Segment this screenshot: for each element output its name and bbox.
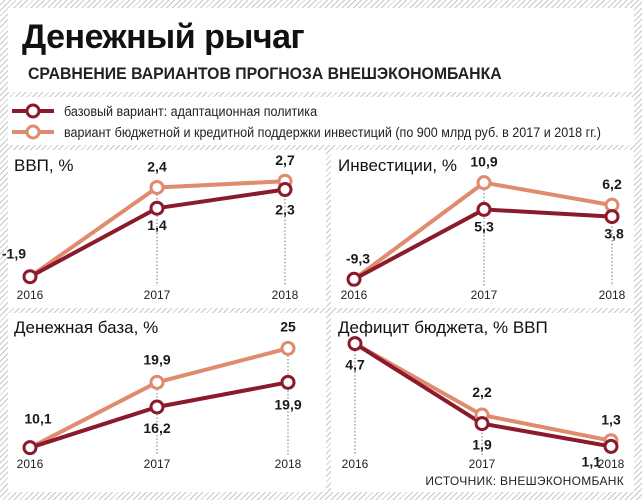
data-label: 2,3 — [275, 202, 295, 218]
data-label: -9,3 — [346, 250, 370, 266]
data-label: 16,2 — [143, 420, 170, 436]
data-label: 6,2 — [602, 176, 622, 192]
data-label: 19,9 — [143, 351, 170, 367]
data-label: 25 — [280, 318, 296, 334]
tick-label: 2017 — [471, 288, 498, 302]
data-point-base — [277, 182, 293, 198]
data-label: 1,9 — [472, 437, 492, 453]
data-point-base — [603, 438, 619, 454]
data-point-base — [149, 399, 165, 415]
data-label: 3,8 — [604, 226, 624, 242]
page-subtitle: СРАВНЕНИЕ ВАРИАНТОВ ПРОГНОЗА ВНЕШЭКОНОМБ… — [28, 64, 502, 83]
data-point-base — [604, 209, 620, 225]
data-label: 1,3 — [601, 412, 621, 428]
legend-label-support: вариант бюджетной и кредитной поддержки … — [64, 124, 601, 140]
tick-label: 2017 — [469, 457, 496, 471]
data-label: 1,1 — [582, 453, 602, 469]
header-panel — [8, 8, 634, 92]
data-point-base — [22, 440, 38, 456]
legend-marker-support — [12, 124, 54, 140]
data-label: 2,4 — [147, 158, 167, 174]
tick-label: 2018 — [599, 288, 626, 302]
panel-money-base — [8, 313, 326, 492]
data-point-base — [474, 416, 490, 432]
tick-label: 2018 — [275, 457, 302, 471]
chart-title-money-base: Денежная база, % — [14, 318, 159, 337]
tick-label: 2018 — [272, 288, 299, 302]
legend-label-base: базовый вариант: адаптационная политика — [64, 103, 318, 119]
legend-marker-base — [12, 103, 54, 119]
data-point-base — [346, 271, 362, 287]
data-label: 5,3 — [474, 218, 494, 234]
legend-panel — [8, 97, 634, 145]
data-point-support — [149, 179, 165, 195]
tick-label: 2016 — [341, 288, 368, 302]
data-point-support — [149, 374, 165, 390]
data-point-base — [476, 201, 492, 217]
data-label: -1,9 — [2, 246, 26, 262]
data-label: 10,1 — [24, 411, 51, 427]
page-title: Денежный рычаг — [22, 18, 305, 56]
chart-title-deficit: Дефицит бюджета, % ВВП — [338, 318, 548, 337]
data-label: 10,9 — [470, 154, 497, 170]
data-point-base — [280, 374, 296, 390]
panel-deficit — [331, 313, 634, 492]
legend-item-base: базовый вариант: адаптационная политика — [12, 100, 336, 122]
tick-label: 2016 — [17, 288, 44, 302]
legend-item-support: вариант бюджетной и кредитной поддержки … — [12, 121, 641, 143]
tick-label: 2016 — [342, 457, 369, 471]
data-label: 2,7 — [275, 152, 295, 168]
data-point-support — [280, 340, 296, 356]
data-point-base — [22, 269, 38, 285]
source-note: ИСТОЧНИК: ВНЕШЭКОНОМБАНК — [425, 474, 624, 488]
tick-label: 2017 — [144, 288, 171, 302]
tick-label: 2017 — [144, 457, 171, 471]
data-label: 1,4 — [147, 217, 167, 233]
chart-title-gdp: ВВП, % — [14, 156, 74, 175]
tick-label: 2018 — [598, 457, 625, 471]
data-label: 2,2 — [472, 384, 492, 400]
chart-title-investment: Инвестиции, % — [338, 156, 457, 175]
panel-gdp — [8, 150, 326, 308]
data-label: 4,7 — [345, 357, 365, 373]
data-point-base — [347, 336, 363, 352]
data-point-base — [149, 200, 165, 216]
data-label: 19,9 — [274, 396, 301, 412]
tick-label: 2016 — [17, 457, 44, 471]
data-point-support — [476, 175, 492, 191]
